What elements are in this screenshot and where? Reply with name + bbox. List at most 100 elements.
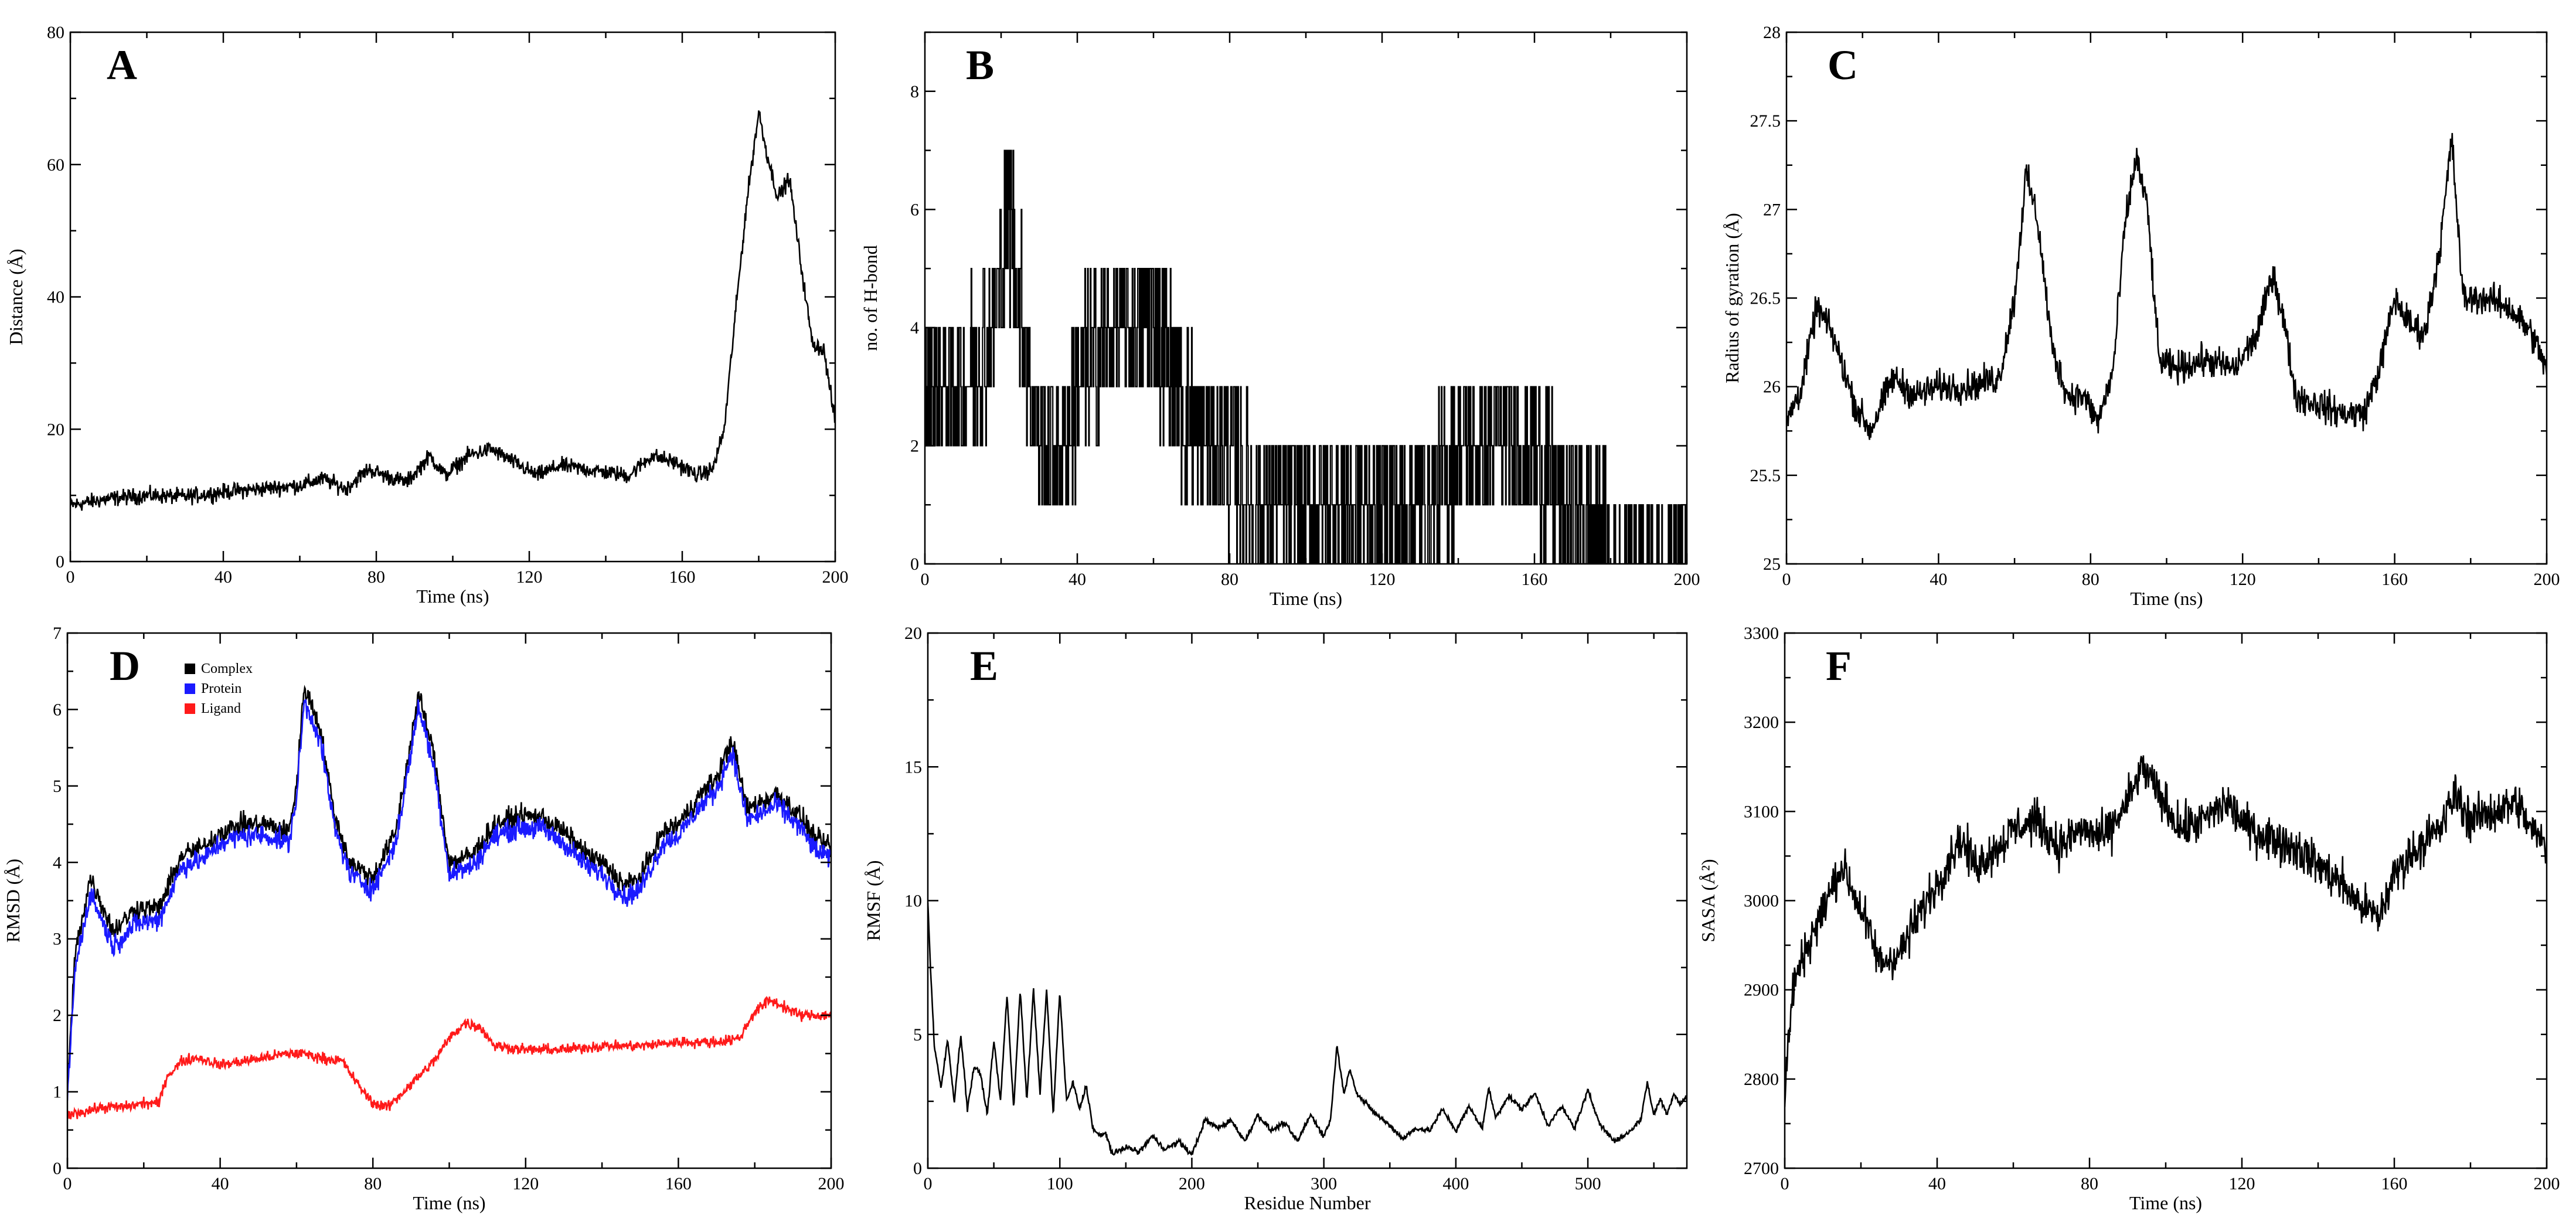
x-tick-label: 160: [1522, 570, 1548, 589]
plot-frame: [1784, 632, 2548, 1169]
y-tick-label: 7: [53, 624, 62, 643]
x-tick-label: 200: [822, 567, 849, 587]
y-tick-label: 0: [913, 1159, 922, 1178]
y-tick-label: 25: [1763, 555, 1781, 574]
y-tick-label: 1: [53, 1083, 62, 1102]
y-tick-label: 20: [47, 420, 64, 439]
series-sasa: [1785, 755, 2547, 1107]
x-tick-label: 120: [2230, 570, 2256, 589]
x-tick-label: 0: [66, 567, 75, 587]
y-tick-label: 3000: [1744, 892, 1779, 911]
x-tick-label: 80: [367, 567, 385, 587]
x-tick-label: 40: [1068, 570, 1086, 589]
y-tick-label: 25.5: [1750, 466, 1781, 485]
y-tick-label: 40: [47, 288, 64, 307]
y-tick-label: 3100: [1744, 802, 1779, 821]
y-tick-label: 3300: [1744, 624, 1779, 643]
x-tick-label: 200: [2534, 1174, 2560, 1193]
x-tick-label: 120: [516, 567, 543, 587]
y-tick-label: 10: [904, 892, 922, 911]
panel-D: 0 40 80 120 160 200 0 1 2 3 4 5 6 7 Time (ns) RMSD (Å) D…: [2, 624, 845, 1213]
y-tick-label: 6: [910, 200, 919, 219]
x-tick-label: 200: [818, 1174, 845, 1193]
panel-label: D: [110, 642, 140, 689]
x-tick-label: 40: [215, 567, 232, 587]
y-axis-label: SASA (Å²): [1697, 859, 1719, 942]
x-tick-label: 40: [212, 1174, 229, 1193]
x-tick-label: 80: [2082, 570, 2099, 589]
y-tick-label: 8: [910, 82, 919, 101]
panel-label: F: [1826, 642, 1852, 689]
y-tick-label: 26: [1763, 377, 1781, 397]
panel-label: E: [970, 642, 998, 689]
series-distance: [70, 110, 835, 511]
x-tick-label: 80: [2081, 1174, 2098, 1193]
y-tick-label: 0: [56, 552, 64, 572]
x-axis-label: Time (ns): [416, 586, 489, 607]
x-tick-label: 0: [924, 1174, 933, 1193]
series-h-bond: [925, 149, 1687, 564]
legend-swatch: [185, 683, 195, 694]
x-tick-label: 0: [921, 570, 930, 589]
series-rg: [1786, 132, 2547, 440]
x-tick-label: 40: [1928, 1174, 1946, 1193]
legend-label: Ligand: [201, 701, 241, 716]
y-tick-label: 2900: [1744, 981, 1779, 1000]
x-tick-label: 200: [2534, 570, 2560, 589]
x-axis-label: Time (ns): [413, 1192, 485, 1213]
x-tick-label: 40: [1930, 570, 1947, 589]
plot-frame: [69, 31, 836, 563]
y-tick-label: 0: [910, 555, 919, 574]
x-tick-label: 0: [1782, 570, 1791, 589]
y-tick-label: 0: [53, 1159, 62, 1178]
x-tick-label: 80: [364, 1174, 382, 1193]
plot-frame: [66, 632, 832, 1169]
y-axis-label: RMSD (Å): [2, 859, 23, 943]
x-axis-label: Residue Number: [1244, 1192, 1371, 1213]
y-tick-label: 2: [53, 1006, 62, 1025]
x-tick-label: 100: [1047, 1174, 1073, 1193]
legend-label: Protein: [201, 681, 241, 696]
y-axis-label: Distance (Å): [5, 249, 26, 345]
y-tick-label: 27: [1763, 200, 1781, 219]
plot-frame: [927, 632, 1688, 1169]
x-tick-label: 0: [1781, 1174, 1789, 1193]
x-axis-label: Time (ns): [2129, 1192, 2202, 1213]
y-tick-label: 80: [47, 23, 64, 42]
y-tick-label: 2: [910, 436, 919, 455]
y-tick-label: 3200: [1744, 713, 1779, 732]
y-tick-label: 2800: [1744, 1070, 1779, 1089]
x-axis-label: Time (ns): [1270, 588, 1342, 609]
x-tick-label: 160: [665, 1174, 692, 1193]
panel-label: C: [1828, 42, 1858, 89]
y-tick-label: 5: [53, 777, 62, 796]
y-tick-label: 6: [53, 700, 62, 719]
panel-B: 0 40 80 120 160 200 0 2 4 6 8 Time (ns) no. of H-bon…: [860, 31, 1700, 609]
x-tick-label: 120: [1369, 570, 1396, 589]
x-tick-label: 160: [2381, 1174, 2408, 1193]
y-tick-label: 26.5: [1750, 289, 1781, 308]
panel-A: 0 40 80 120 160 200 0 20 40 60 80 Time (ns) Distance…: [5, 23, 849, 607]
panel-label: B: [966, 42, 994, 89]
y-tick-label: 3: [53, 930, 62, 949]
y-tick-label: 4: [53, 853, 62, 872]
legend-swatch: [185, 664, 195, 674]
y-tick-label: 60: [47, 155, 64, 175]
x-tick-label: 120: [2229, 1174, 2255, 1193]
x-axis-label: Time (ns): [2130, 588, 2203, 609]
y-tick-label: 2700: [1744, 1159, 1779, 1178]
legend-label: Complex: [201, 661, 253, 676]
y-axis-label: Radius of gyration (Å): [1721, 213, 1743, 383]
x-tick-label: 120: [512, 1174, 539, 1193]
x-tick-label: 500: [1575, 1174, 1601, 1193]
y-tick-label: 27.5: [1750, 111, 1781, 131]
panel-F: 0 40 80 120 160 200 2700 2800 2900 3000 3100 3200 33…: [1697, 624, 2560, 1213]
x-tick-label: 160: [2381, 570, 2408, 589]
panel-E: 0 100 200 300 400 500 0 5 10 15 20 Residue Number RM…: [863, 624, 1688, 1213]
x-tick-label: 160: [669, 567, 696, 587]
x-tick-label: 80: [1221, 570, 1238, 589]
y-axis-label: no. of H-bond: [860, 245, 881, 351]
series-complex: [67, 685, 831, 1088]
y-tick-label: 28: [1763, 23, 1781, 42]
